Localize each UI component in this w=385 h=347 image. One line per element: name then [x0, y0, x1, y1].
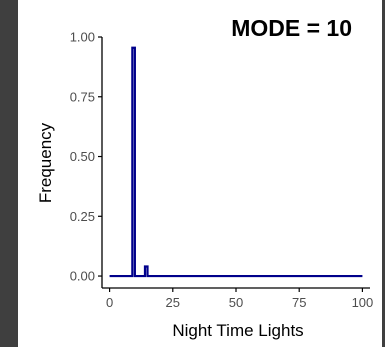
left-border-bar — [0, 0, 18, 347]
y-axis-title: Frequency — [36, 122, 55, 203]
y-tick-label: 0.25 — [70, 209, 95, 224]
right-border-bar — [382, 0, 385, 347]
y-tick-label: 0.75 — [70, 89, 95, 104]
x-tick-label: 100 — [352, 295, 374, 310]
axes-group: 0.00 0.25 0.50 0.75 1.00 0 25 50 75 100 — [70, 30, 374, 311]
x-tick-label: 0 — [106, 295, 113, 310]
x-axis-title: Night Time Lights — [172, 321, 303, 340]
x-tick-label: 50 — [229, 295, 243, 310]
y-tick-label: 0.50 — [70, 149, 95, 164]
x-tick-label: 75 — [292, 295, 306, 310]
y-tick-label: 1.00 — [70, 30, 95, 45]
mode-annotation: MODE = 10 — [231, 15, 352, 41]
y-tick-label: 0.00 — [70, 269, 95, 284]
series-line-0 — [109, 46, 363, 278]
x-tick-label: 25 — [166, 295, 180, 310]
series-group — [109, 46, 363, 278]
